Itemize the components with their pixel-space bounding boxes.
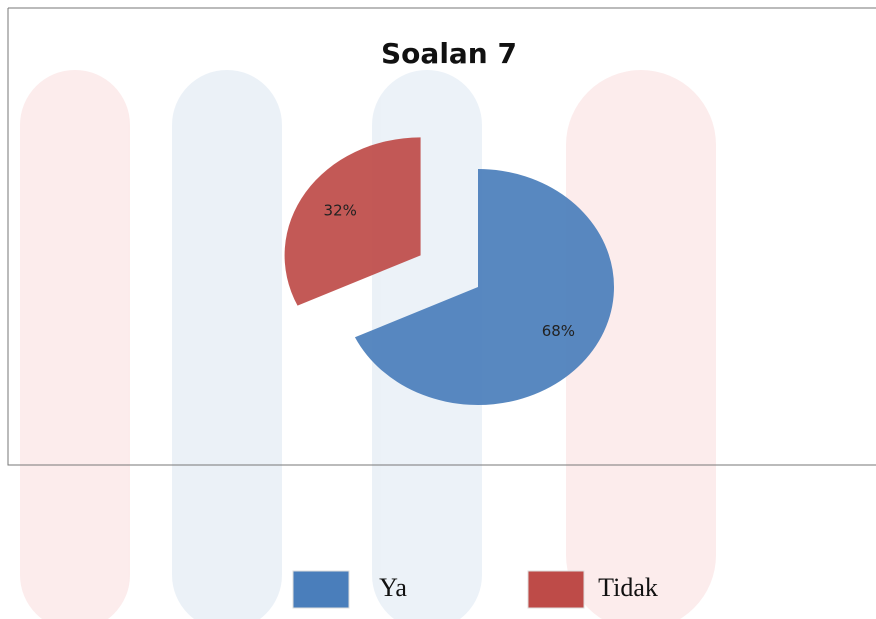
watermark xyxy=(20,70,716,619)
legend-label: Tidak xyxy=(598,573,658,602)
legend-label: Ya xyxy=(379,573,407,602)
chart-frame xyxy=(7,7,876,466)
legend: Ya Tidak xyxy=(292,570,658,609)
legend-swatch xyxy=(527,570,585,609)
chart-title: Soalan 7 xyxy=(381,37,517,70)
slice-label: 68% xyxy=(542,322,575,340)
legend-swatch xyxy=(292,570,350,609)
slice-label: 32% xyxy=(324,202,357,220)
pie-slice xyxy=(284,137,421,306)
pie-slice xyxy=(354,169,614,405)
